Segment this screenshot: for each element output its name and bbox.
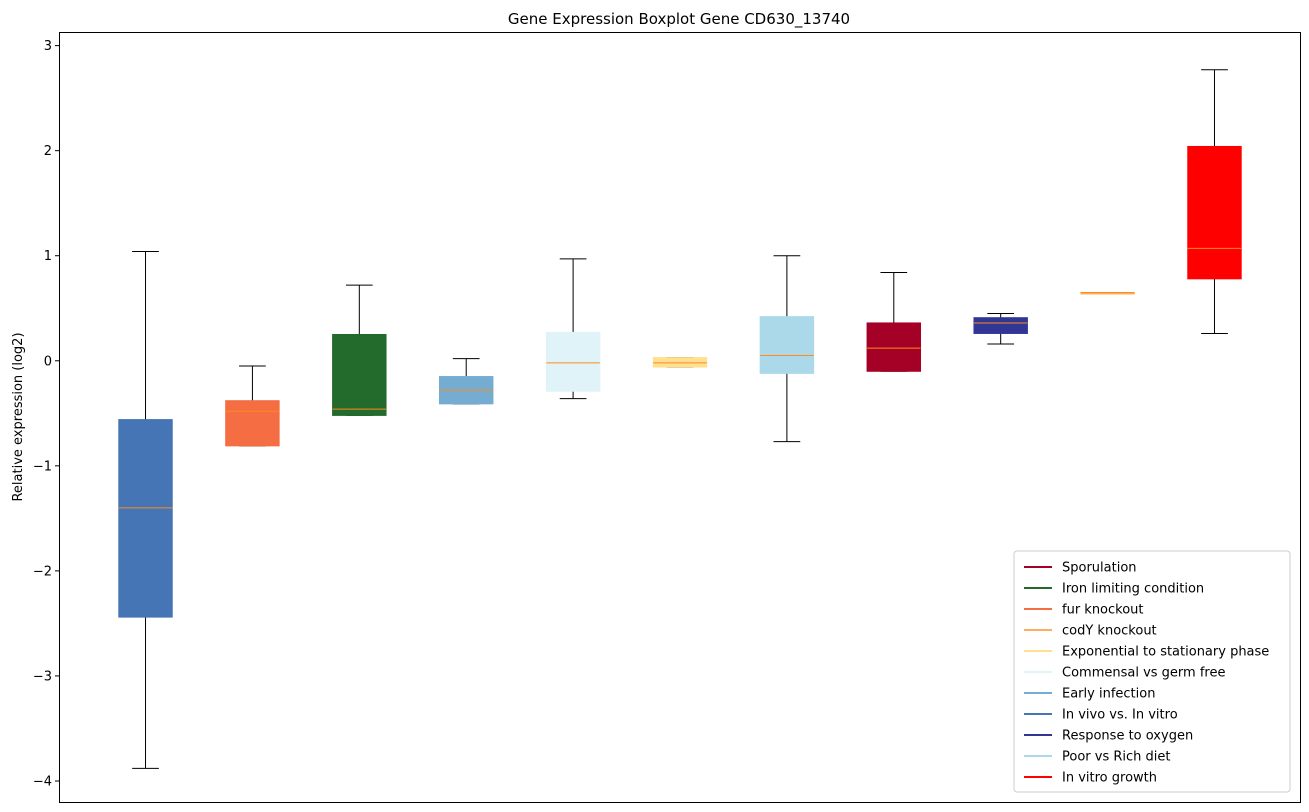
legend-label: Sporulation: [1062, 561, 1137, 576]
legend-frame: [1013, 550, 1291, 793]
legend-label: Response to oxygen: [1062, 729, 1193, 744]
chart-title: Gene Expression Boxplot Gene CD630_13740: [508, 10, 850, 29]
box-body: [225, 400, 280, 447]
y-tick-label: 0: [44, 354, 52, 369]
legend-label: In vitro growth: [1062, 771, 1157, 786]
y-axis: 3 2 1 0 −1 −2 −3 −4: [33, 39, 60, 789]
box-group: [1080, 291, 1135, 295]
box-group: [652, 357, 708, 368]
y-tick-label: −1: [33, 459, 52, 474]
box-body: [759, 316, 815, 374]
box-group: [1187, 69, 1242, 334]
box-body: [973, 317, 1028, 334]
box-group: [438, 358, 494, 405]
box-group: [759, 255, 815, 443]
y-tick-label: 3: [44, 39, 52, 54]
y-tick-label: 2: [44, 144, 52, 159]
box-body: [866, 322, 922, 372]
box-group: [118, 251, 173, 769]
y-axis-label: Relative expression (log2): [11, 332, 26, 501]
box-group: [332, 284, 387, 416]
legend-label: fur knockout: [1062, 603, 1144, 618]
legend-label: Exponential to stationary phase: [1062, 645, 1269, 660]
box-body: [118, 419, 173, 618]
legend-label: codY knockout: [1062, 624, 1157, 639]
y-tick-label: 1: [44, 249, 52, 264]
box-group: [545, 258, 601, 400]
y-tick-label: −3: [33, 669, 52, 684]
box-group: [225, 365, 280, 447]
legend: Sporulation Iron limiting condition fur kn…: [1013, 550, 1291, 793]
y-tick-label: −4: [33, 774, 52, 789]
plot-frame: [59, 32, 1301, 803]
box-body: [652, 357, 708, 368]
legend-label: In vivo vs. In vitro: [1062, 708, 1178, 723]
legend-label: Early infection: [1062, 687, 1155, 702]
y-tick-label: −2: [33, 564, 52, 579]
legend-label: Iron limiting condition: [1062, 582, 1204, 597]
box-body: [1187, 145, 1242, 280]
box-group: [866, 272, 922, 372]
legend-label: Poor vs Rich diet: [1062, 750, 1170, 765]
boxes-layer: [118, 69, 1242, 769]
box-body: [545, 331, 601, 392]
legend-label: Commensal vs germ free: [1062, 666, 1225, 681]
box-body: [332, 334, 387, 416]
box-group: [973, 312, 1028, 345]
